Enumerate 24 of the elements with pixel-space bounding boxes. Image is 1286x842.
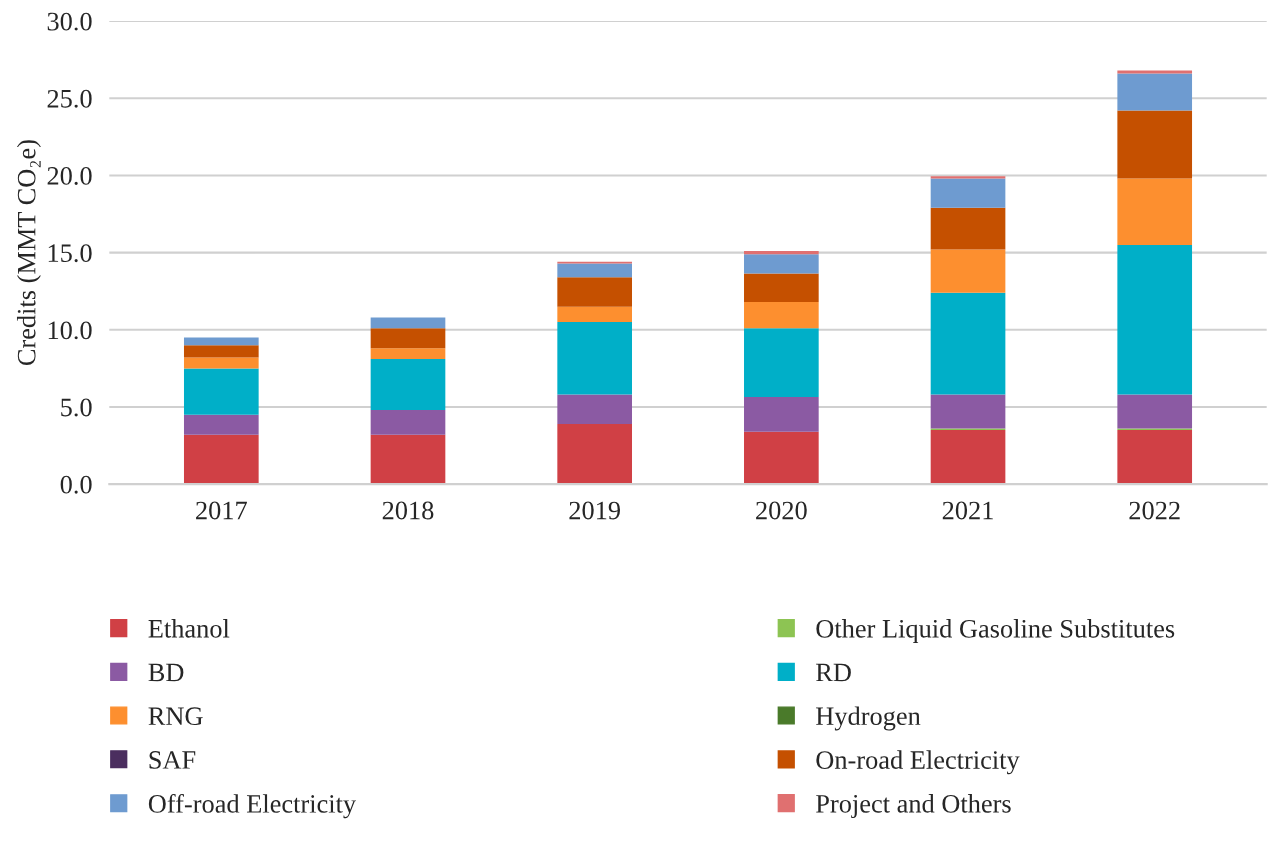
y-tick-label: 30.0: [47, 12, 92, 31]
x-tick-label: 2021: [942, 501, 993, 520]
x-tick-label: 2022: [1129, 501, 1180, 520]
legend-label: RD: [816, 663, 851, 682]
y-tick-label: 25.0: [47, 89, 92, 108]
x-tick-label: 2017: [196, 501, 247, 520]
legend-label: RNG: [148, 707, 203, 726]
x-tick-label: 2020: [756, 501, 807, 520]
y-tick-label: 15.0: [48, 244, 92, 263]
y-tick-label: 0.0: [60, 475, 92, 494]
y-axis-title: Credits (MMT CO₂e): [16, 140, 41, 366]
legend-label: Project and Others: [816, 794, 1011, 819]
legend-label: Off-road Electricity: [148, 793, 357, 819]
legend-label: BD: [148, 663, 184, 682]
legend-label: Ethanol: [148, 619, 230, 638]
y-tick-label: 5.0: [61, 398, 92, 417]
legend-label: Hydrogen: [816, 706, 921, 731]
x-tick-label: 2019: [569, 501, 620, 520]
legend-label: Other Liquid Gasoline Substitutes: [816, 619, 1175, 644]
legend-label: On-road Electricity: [816, 750, 1020, 775]
y-tick-label: 20.0: [47, 167, 92, 185]
y-tick-label: 10.0: [48, 321, 92, 340]
legend-label: SAF: [149, 751, 196, 769]
x-tick-label: 2018: [382, 501, 434, 520]
